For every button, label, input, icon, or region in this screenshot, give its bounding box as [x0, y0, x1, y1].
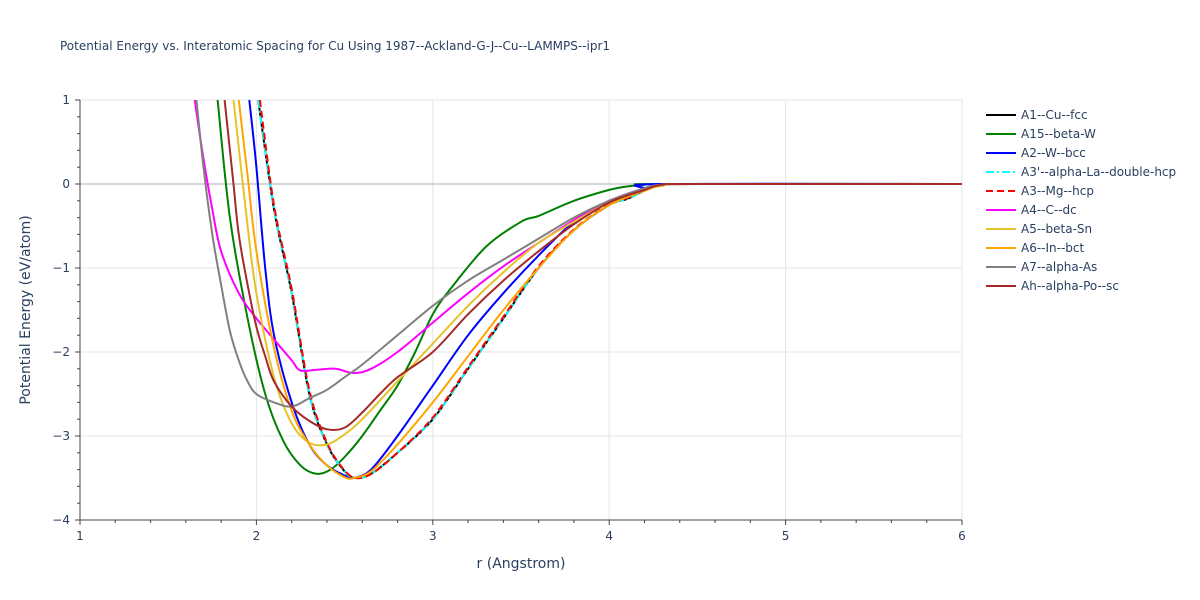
legend-label: A15--beta-W — [1021, 127, 1096, 141]
series-line-A6--In--bct — [237, 100, 962, 480]
x-tick-label: 4 — [605, 529, 613, 543]
legend[interactable]: A1--Cu--fcc A15--beta-W A2--W--bcc A3'--alp… — [986, 108, 1176, 293]
legend-label: A6--In--bct — [1021, 241, 1085, 255]
legend-item[interactable]: A1--Cu--fcc — [986, 108, 1088, 122]
series-line-A7--alpha-As — [195, 100, 962, 408]
legend-label: A4--C--dc — [1021, 203, 1077, 217]
legend-item[interactable]: A7--alpha-As — [986, 260, 1097, 274]
legend-label: A2--W--bcc — [1021, 146, 1086, 160]
chart-title: Potential Energy vs. Interatomic Spacing… — [60, 39, 610, 53]
legend-label: A1--Cu--fcc — [1021, 108, 1088, 122]
x-tick-labels: 1 2 3 4 5 6 — [76, 529, 966, 543]
legend-item[interactable]: A2--W--bcc — [986, 146, 1086, 160]
legend-label: A5--beta-Sn — [1021, 222, 1092, 236]
y-tick-labels: −4 −3 −2 −1 0 1 — [52, 93, 70, 527]
y-tick-label: 1 — [62, 93, 70, 107]
legend-item[interactable]: A3--Mg--hcp — [986, 184, 1094, 198]
legend-item[interactable]: A4--C--dc — [986, 203, 1077, 217]
legend-label: A7--alpha-As — [1021, 260, 1097, 274]
series-line-A15--beta-W — [216, 100, 962, 475]
x-axis-label: r (Angstrom) — [477, 556, 566, 572]
legend-item[interactable]: A3'--alpha-La--double-hcp — [986, 165, 1176, 179]
series-line-Ah--alpha-Po--sc — [223, 100, 962, 431]
y-tick-label: 0 — [62, 177, 70, 191]
y-tick-label: −3 — [52, 429, 70, 443]
y-tick-label: −2 — [52, 345, 70, 359]
legend-label: Ah--alpha-Po--sc — [1021, 279, 1119, 293]
x-tick-label: 5 — [782, 529, 790, 543]
legend-item[interactable]: A6--In--bct — [986, 241, 1085, 255]
x-tick-label: 3 — [429, 529, 437, 543]
series-layer — [193, 100, 962, 480]
series-line-A2--W--bcc — [248, 100, 962, 480]
series-line-A1--Cu--fcc — [257, 100, 962, 480]
legend-item[interactable]: A5--beta-Sn — [986, 222, 1092, 236]
series-line-A3'--alpha-La--double-hcp — [257, 100, 962, 480]
grid-lines — [80, 99, 963, 521]
legend-item[interactable]: A15--beta-W — [986, 127, 1096, 141]
x-tick-label: 6 — [958, 529, 966, 543]
series-line-A5--beta-Sn — [232, 100, 962, 447]
axes — [75, 99, 963, 525]
series-line-A4--C--dc — [193, 100, 962, 375]
x-tick-label: 1 — [76, 529, 84, 543]
legend-item[interactable]: Ah--alpha-Po--sc — [986, 279, 1119, 293]
legend-label: A3'--alpha-La--double-hcp — [1021, 165, 1176, 179]
series-line-A3--Mg--hcp — [258, 100, 962, 480]
x-tick-label: 2 — [253, 529, 261, 543]
y-tick-label: −1 — [52, 261, 70, 275]
y-axis-label: Potential Energy (eV/atom) — [18, 215, 34, 404]
y-tick-label: −4 — [52, 513, 70, 527]
legend-label: A3--Mg--hcp — [1021, 184, 1094, 198]
